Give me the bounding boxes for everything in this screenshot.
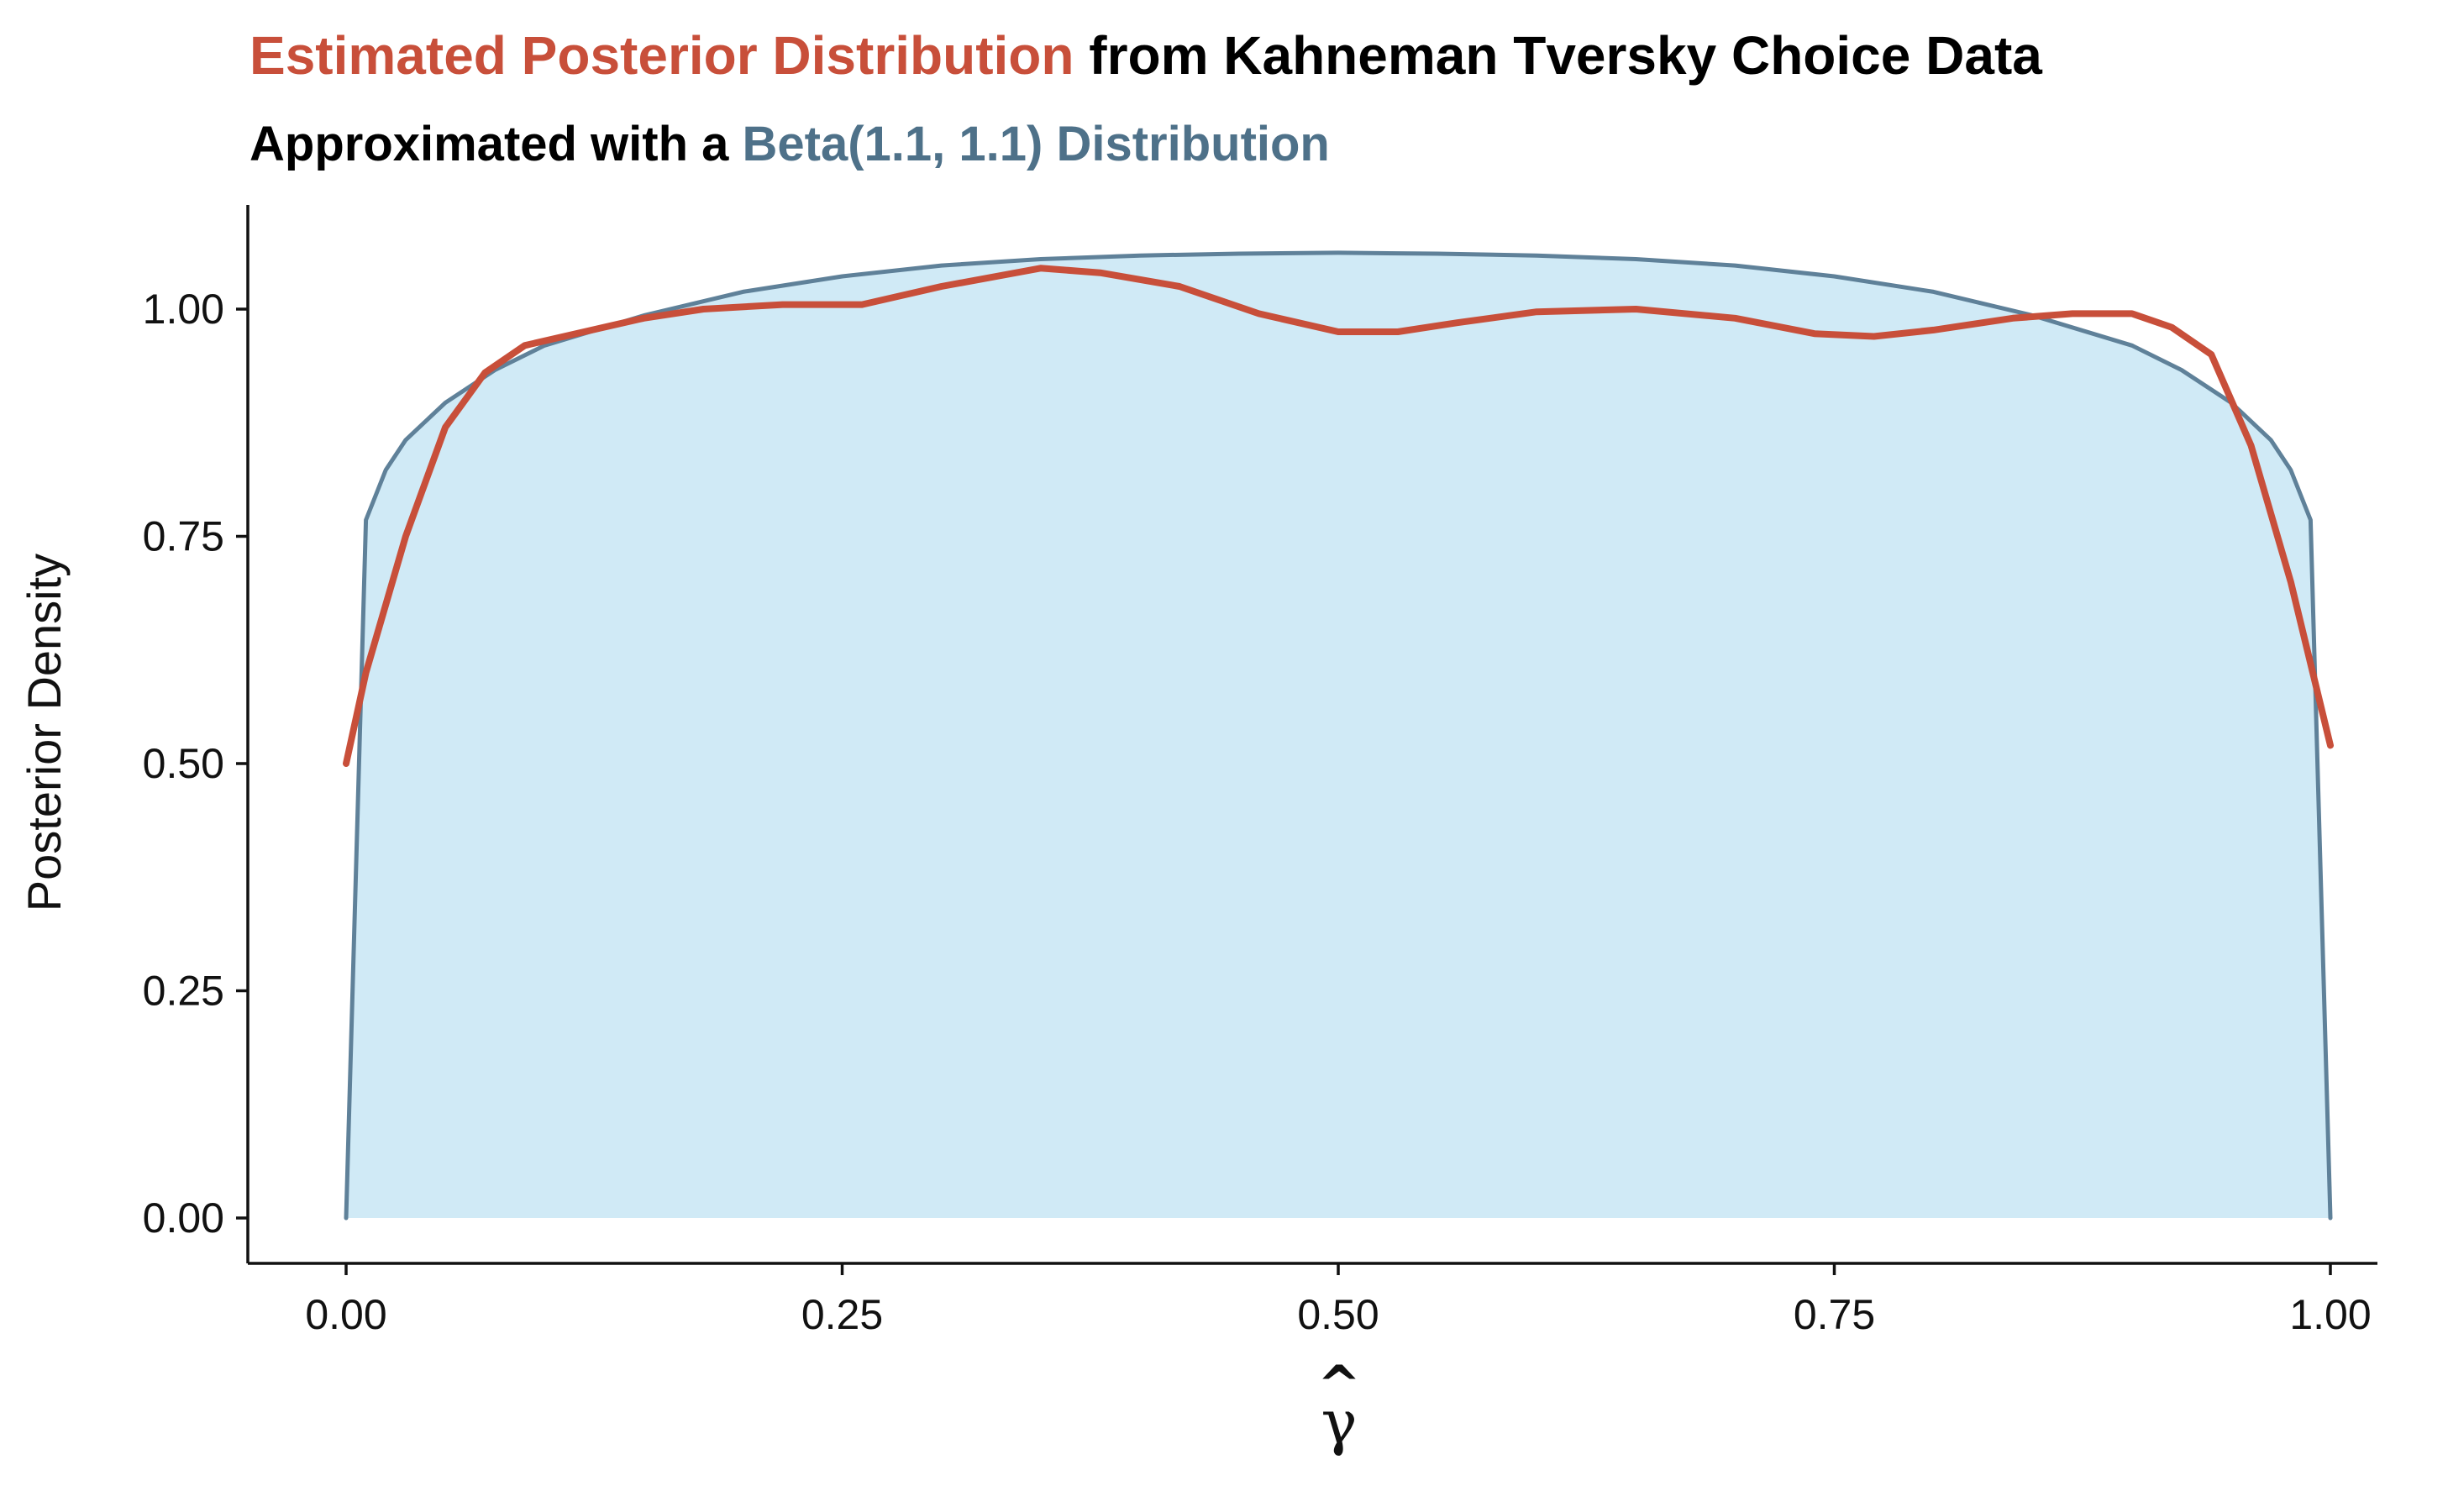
plot-area [343, 250, 2334, 1221]
x-axis-title-hat: ^ [1317, 1354, 1361, 1415]
beta-density-area [346, 252, 2330, 1218]
x-tick-label: 0.50 [1297, 1291, 1379, 1338]
y-tick-label: 1.00 [143, 286, 224, 333]
subtitle-prefix: Approximated with a [250, 117, 743, 171]
chart-subtitle: Approximated with a Beta(1.1, 1.1) Distr… [250, 117, 1330, 171]
chart-title: Estimated Posterior Distribution from Ka… [250, 25, 2042, 86]
y-tick-label: 0.25 [143, 968, 224, 1015]
x-axis-title: ^ γ [1317, 1354, 1361, 1457]
subtitle-highlight: Beta(1.1, 1.1) Distribution [743, 117, 1330, 171]
y-tick-label: 0.00 [143, 1194, 224, 1242]
title-highlight: Estimated Posterior Distribution [250, 25, 1074, 86]
y-tick-label: 0.75 [143, 513, 224, 560]
posterior-density-line [343, 265, 2334, 767]
x-axis-title-gamma: γ [1321, 1387, 1357, 1457]
x-tick-label: 1.00 [2289, 1291, 2371, 1338]
y-axis-title: Posterior Density [18, 554, 71, 911]
title-rest: from Kahneman Tversky Choice Data [1074, 25, 2042, 86]
y-tick-label: 0.50 [143, 740, 224, 787]
x-tick-label: 0.00 [305, 1291, 386, 1338]
x-tick-label: 0.25 [801, 1291, 883, 1338]
axes: 0.00 0.25 0.50 0.75 1.00 0.00 0.25 0.50 0.75 1.00 [143, 205, 2377, 1338]
x-tick-label: 0.75 [1794, 1291, 1875, 1338]
